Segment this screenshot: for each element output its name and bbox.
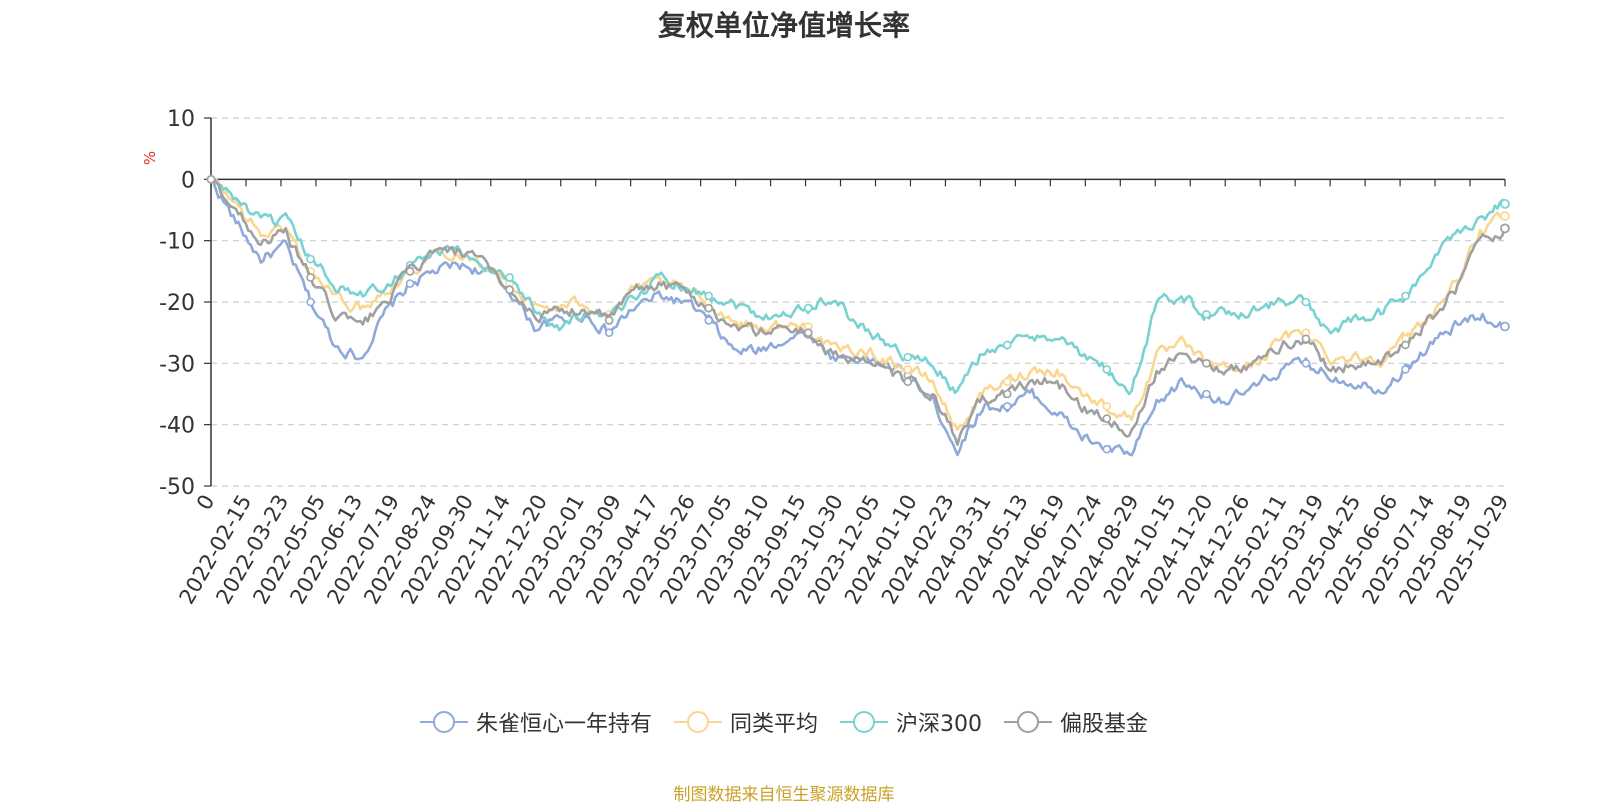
y-tick-label: -20 xyxy=(159,291,195,316)
series-point xyxy=(206,175,216,184)
series-point xyxy=(1102,365,1112,374)
series-endpoint xyxy=(1500,321,1510,332)
legend-label: 同类平均 xyxy=(729,712,818,737)
series-point xyxy=(704,291,713,301)
series-point xyxy=(306,273,315,282)
legend-swatch-icon xyxy=(840,711,888,733)
y-tick-label: -50 xyxy=(159,475,195,500)
series-point xyxy=(1301,334,1311,344)
legend-label: 沪深300 xyxy=(896,712,982,737)
legend-swatch-icon xyxy=(673,711,722,733)
series-point xyxy=(1102,401,1112,411)
series-point xyxy=(306,254,315,264)
legend-item[interactable]: 沪深300 xyxy=(840,706,982,738)
series-point xyxy=(604,316,614,325)
series-point xyxy=(505,273,514,282)
legend-label: 偏股基金 xyxy=(1060,712,1149,737)
series-point xyxy=(704,303,713,313)
series-point xyxy=(505,285,514,295)
series-line xyxy=(210,176,1507,447)
y-tick-label: 0 xyxy=(181,168,195,193)
series-point xyxy=(1102,444,1112,454)
series-point xyxy=(803,328,813,337)
series-endpoint xyxy=(1500,223,1510,234)
series-endpoint xyxy=(1500,211,1510,222)
series-point xyxy=(1301,297,1311,307)
series-line xyxy=(210,178,1506,432)
legend-item[interactable]: 偏股基金 xyxy=(1004,706,1148,738)
series-point xyxy=(405,279,415,288)
legend-swatch-icon xyxy=(419,711,468,733)
series-point xyxy=(1202,309,1211,319)
series-point xyxy=(803,303,813,313)
axis-labels: 100-10-20-30-40-50%02022-02-152022-03-23… xyxy=(141,107,1513,608)
series-point xyxy=(903,352,913,362)
legend-item[interactable]: 同类平均 xyxy=(673,706,818,738)
chart-title: 复权单位净值增长率 xyxy=(657,9,910,42)
y-tick-label: -30 xyxy=(159,352,195,377)
series-point xyxy=(306,297,315,307)
series-point xyxy=(1401,291,1410,301)
series-point xyxy=(903,365,913,374)
series-endpoint xyxy=(1500,198,1510,209)
legend-label: 朱雀恒心一年持有 xyxy=(475,712,652,737)
series-point xyxy=(1003,340,1012,350)
series-point xyxy=(1102,414,1112,423)
source-note: 制图数据来自恒生聚源数据库 xyxy=(673,785,895,805)
y-axis-label: % xyxy=(141,151,159,165)
grid-lines xyxy=(211,117,1505,487)
y-tick-label: -40 xyxy=(159,414,195,439)
series-point xyxy=(1003,401,1012,411)
series-point xyxy=(1401,340,1410,350)
legend-item[interactable]: 朱雀恒心一年持有 xyxy=(419,706,652,738)
series-line xyxy=(210,178,1506,457)
series-point xyxy=(903,377,913,387)
series-point xyxy=(1003,389,1012,399)
legend: 朱雀恒心一年持有 同类平均 沪深300 偏股基金 xyxy=(0,706,1568,738)
series-point xyxy=(1003,377,1012,387)
chart-plot: 100-10-20-30-40-50%02022-02-152022-03-23… xyxy=(141,107,1513,608)
series-point xyxy=(1401,365,1410,374)
y-tick-label: -10 xyxy=(159,230,195,255)
series-point xyxy=(1202,389,1211,399)
series-point xyxy=(1202,359,1211,368)
series-point xyxy=(1301,359,1311,368)
series-point xyxy=(405,267,415,276)
series-point xyxy=(604,328,614,337)
y-tick-label: 10 xyxy=(167,107,195,132)
x-tick-label: 0 xyxy=(192,491,219,515)
series-point xyxy=(704,316,713,325)
series-lines xyxy=(206,175,1510,457)
legend-swatch-icon xyxy=(1004,711,1052,733)
